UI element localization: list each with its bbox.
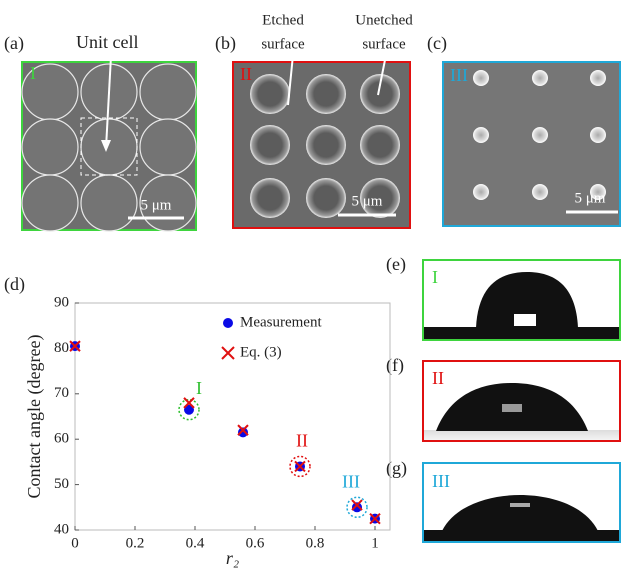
x-tick-label: 0.2 <box>126 535 145 551</box>
legend-label: Eq. (3) <box>240 344 282 360</box>
annotation: Unit cell <box>76 32 138 52</box>
panel-label: (d) <box>4 274 25 295</box>
x-tick-label: 1 <box>371 535 379 551</box>
legend-marker <box>223 318 233 328</box>
y-tick-label: 40 <box>54 521 69 537</box>
chart: (d) 40 50 60 70 80 90 0 0.2 0.4 0.6 0.8 1 Contact an… <box>4 274 390 568</box>
substrate <box>424 327 619 339</box>
panel-f: (f) II <box>386 355 620 441</box>
annotation: I <box>196 378 202 398</box>
x-tick-label: 0.8 <box>306 535 325 551</box>
x-axis-label: r₂ <box>226 548 239 568</box>
panel-g: (g) III <box>386 458 620 542</box>
substrate <box>424 430 619 440</box>
annotation: surface <box>362 36 406 52</box>
x-tick-label: 0 <box>71 535 79 551</box>
panel-label: (c) <box>427 33 447 54</box>
highlight <box>510 503 530 507</box>
roman: III <box>450 65 468 85</box>
y-tick-label: 80 <box>54 340 69 356</box>
roman: I <box>30 63 36 83</box>
panel-label: (e) <box>386 254 406 275</box>
scale-label: 5 μm <box>352 193 383 209</box>
y-tick-label: 90 <box>54 294 69 310</box>
y-axis-label: Contact angle (degree) <box>24 335 45 499</box>
panel-b: (b) Etched surface Unetched surface II 5… <box>215 12 413 228</box>
x-tick-label: 0.4 <box>186 535 205 551</box>
substrate <box>424 530 619 541</box>
legend-marker <box>222 347 234 359</box>
figure: (a) Unit cell I 5 μm (b) Etched surface … <box>0 0 621 569</box>
annotation: surface <box>261 36 305 52</box>
plot-frame <box>75 303 390 530</box>
x-tick-label: 0.6 <box>246 535 265 551</box>
y-tick-label: 70 <box>54 385 69 401</box>
annotation: II <box>296 431 308 451</box>
highlight <box>502 404 522 412</box>
panel-c: (c) III 5 μm <box>427 33 620 226</box>
panel-a: (a) Unit cell I 5 μm <box>4 32 196 231</box>
scale-label: 5 μm <box>575 190 606 206</box>
panel-e: (e) I <box>386 254 620 340</box>
roman: II <box>432 368 444 388</box>
legend-label: Measurement <box>240 314 322 330</box>
scale-label: 5 μm <box>141 197 172 213</box>
panel-label: (b) <box>215 33 236 54</box>
roman: III <box>432 471 450 491</box>
annotation: III <box>342 471 360 491</box>
panel-label: (a) <box>4 33 24 54</box>
annotation: Unetched <box>355 12 413 28</box>
roman: I <box>432 267 438 287</box>
y-tick-label: 60 <box>54 431 69 447</box>
annotation: Etched <box>262 12 304 28</box>
highlight <box>514 314 536 326</box>
roman: II <box>240 64 252 84</box>
panel-label: (g) <box>386 458 407 479</box>
panel-label: (f) <box>386 355 404 376</box>
y-tick-label: 50 <box>54 476 69 492</box>
